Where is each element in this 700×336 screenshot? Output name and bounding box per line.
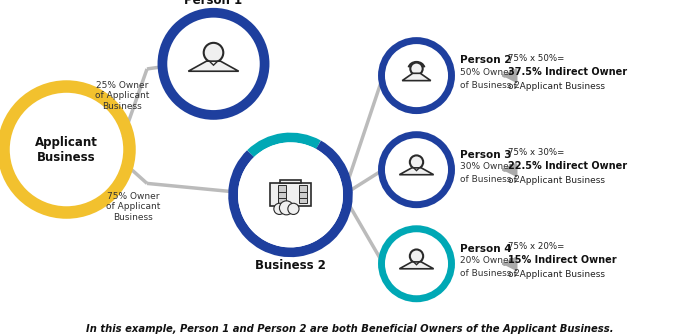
Text: of Applicant Business: of Applicant Business bbox=[508, 176, 605, 185]
Ellipse shape bbox=[204, 43, 223, 62]
Polygon shape bbox=[400, 168, 433, 175]
Text: Applicant
Business: Applicant Business bbox=[35, 135, 98, 164]
Ellipse shape bbox=[180, 30, 247, 97]
Ellipse shape bbox=[393, 241, 440, 287]
Text: 75% Owner
of Applicant
Business: 75% Owner of Applicant Business bbox=[106, 192, 160, 221]
Text: 50% Owner: 50% Owner bbox=[460, 68, 512, 77]
Bar bbox=[270, 183, 311, 206]
Text: 30% Owner: 30% Owner bbox=[460, 162, 512, 171]
Text: Person 3: Person 3 bbox=[460, 150, 512, 160]
Ellipse shape bbox=[288, 203, 299, 214]
Text: 75% x 50%=: 75% x 50%= bbox=[508, 54, 564, 62]
Polygon shape bbox=[402, 73, 430, 81]
Ellipse shape bbox=[279, 201, 293, 215]
Ellipse shape bbox=[410, 62, 423, 75]
Text: of Business 2: of Business 2 bbox=[460, 175, 520, 183]
Ellipse shape bbox=[238, 142, 343, 247]
Bar bbox=[279, 197, 286, 204]
Text: 37.5% Indirect Owner: 37.5% Indirect Owner bbox=[508, 67, 626, 77]
Text: Person 1: Person 1 bbox=[184, 0, 243, 7]
Text: of Applicant Business: of Applicant Business bbox=[508, 270, 605, 279]
Text: 25% Owner
of Applicant
Business: 25% Owner of Applicant Business bbox=[95, 81, 150, 111]
Text: Business 2: Business 2 bbox=[255, 259, 326, 272]
Ellipse shape bbox=[410, 249, 424, 263]
Text: Person 4: Person 4 bbox=[460, 244, 512, 254]
Bar bbox=[280, 180, 301, 183]
Text: of Business 2: of Business 2 bbox=[460, 81, 520, 89]
Text: 20% Owner: 20% Owner bbox=[460, 256, 512, 265]
Text: 15% Indirect Owner: 15% Indirect Owner bbox=[508, 255, 616, 265]
Ellipse shape bbox=[274, 203, 285, 214]
Text: In this example, Person 1 and Person 2 are both Beneficial Owners of the Applica: In this example, Person 1 and Person 2 a… bbox=[86, 324, 614, 334]
Text: 22.5% Indirect Owner: 22.5% Indirect Owner bbox=[508, 161, 626, 171]
Bar bbox=[299, 185, 307, 192]
Ellipse shape bbox=[393, 53, 440, 98]
Bar bbox=[299, 197, 307, 204]
Bar bbox=[279, 185, 286, 192]
Bar bbox=[279, 191, 286, 198]
Text: of Applicant Business: of Applicant Business bbox=[508, 82, 605, 91]
Polygon shape bbox=[400, 262, 433, 269]
Text: Person 2: Person 2 bbox=[460, 55, 512, 66]
Text: of Business 2: of Business 2 bbox=[460, 269, 520, 278]
Text: 75% x 30%=: 75% x 30%= bbox=[508, 148, 564, 157]
Polygon shape bbox=[188, 61, 239, 71]
Ellipse shape bbox=[393, 147, 440, 193]
Text: 75% x 20%=: 75% x 20%= bbox=[508, 242, 564, 251]
Bar bbox=[299, 191, 307, 198]
Ellipse shape bbox=[410, 155, 424, 169]
